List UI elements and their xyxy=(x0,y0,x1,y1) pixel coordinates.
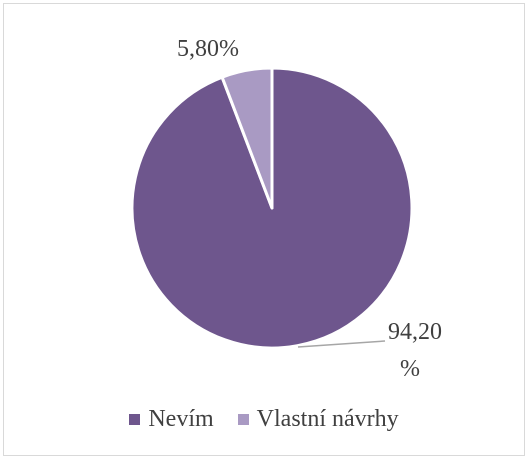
data-label-nevim-line2: % xyxy=(400,356,420,382)
leader-line-nevim xyxy=(297,340,386,348)
data-label-nevim-line1: 94,20 xyxy=(388,319,442,345)
legend-item-nevim: Nevím xyxy=(129,406,214,433)
data-label-vlastni-navrhy: 5,80% xyxy=(177,36,239,62)
pie-slice-vlastni-navrhy xyxy=(220,66,274,210)
legend-swatch-nevim xyxy=(129,414,141,425)
legend: Nevím Vlastní návrhy xyxy=(0,406,528,433)
legend-item-vlastni-navrhy: Vlastní návrhy xyxy=(237,406,399,433)
legend-swatch-vlastni-navrhy xyxy=(237,414,249,425)
legend-label-nevim: Nevím xyxy=(148,406,214,432)
legend-label-vlastni-navrhy: Vlastní návrhy xyxy=(256,406,399,432)
